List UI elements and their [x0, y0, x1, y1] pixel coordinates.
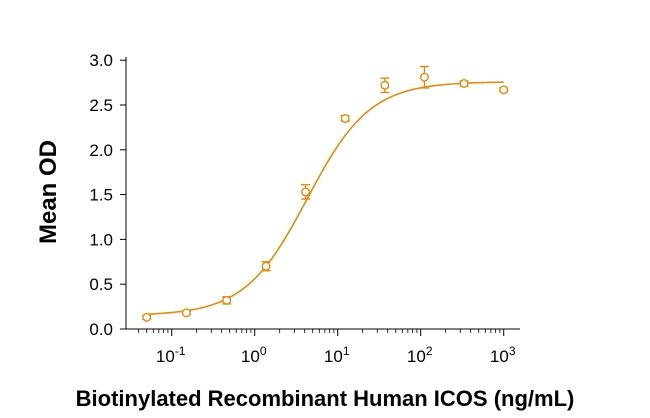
- data-point: [142, 312, 152, 322]
- data-point: [459, 78, 469, 88]
- x-tick-label: 102: [407, 344, 433, 366]
- y-tick-label: 1.0: [89, 230, 113, 249]
- data-point: [340, 113, 350, 123]
- y-axis-label: Mean OD: [35, 140, 62, 244]
- y-tick-label: 2.0: [89, 141, 113, 160]
- x-tick-label: 100: [241, 344, 267, 366]
- y-tick-label: 3.0: [89, 51, 113, 70]
- y-tick-label: 2.5: [89, 96, 113, 115]
- data-point: [261, 261, 271, 271]
- y-tick-label: 0.0: [89, 320, 113, 339]
- y-tick-label: 0.5: [89, 275, 113, 294]
- x-tick-label: 103: [490, 344, 516, 366]
- data-point: [380, 80, 390, 90]
- x-tick-label: 10-1: [156, 344, 186, 366]
- data-point: [301, 187, 311, 197]
- data-point: [499, 85, 509, 95]
- fit-curve: [146, 81, 504, 315]
- data-point: [181, 308, 191, 318]
- x-tick-label: 101: [324, 344, 350, 366]
- data-point: [419, 72, 429, 82]
- x-axis-label: Biotinylated Recombinant Human ICOS (ng/…: [76, 386, 575, 411]
- plot-area: [142, 65, 509, 322]
- y-tick-label: 1.5: [89, 186, 113, 205]
- data-point: [222, 295, 232, 305]
- axes: 0.0 0.5 1.0 1.5 2.0 2.5 3.0 10-1 100 101 102 103: [89, 51, 520, 366]
